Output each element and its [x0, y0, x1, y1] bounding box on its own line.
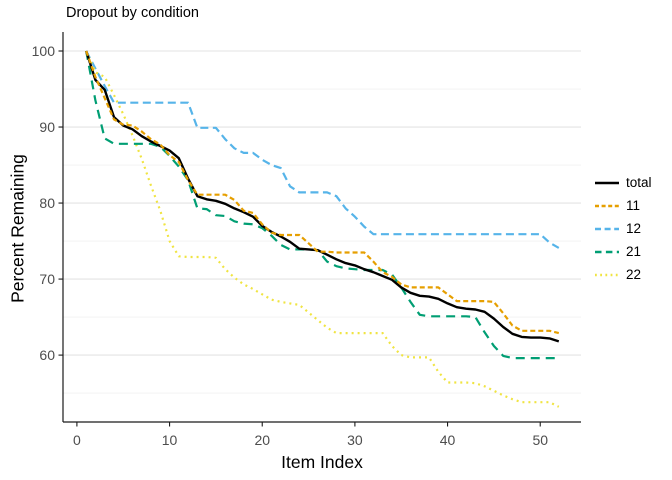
y-tick-label: 70: [39, 271, 55, 287]
series-line-22: [85, 50, 560, 408]
legend-item-21: 21: [594, 240, 652, 263]
x-axis-title: Item Index: [281, 452, 363, 472]
legend-item-12: 12: [594, 217, 652, 240]
x-tick-label: 10: [162, 432, 178, 448]
y-tick-label: 90: [39, 119, 55, 135]
legend-item-total: total: [594, 171, 652, 194]
chart-title: Dropout by condition: [66, 5, 199, 21]
y-tick-label: 60: [39, 347, 55, 363]
legend-item-22: 22: [594, 263, 652, 286]
x-tick-label: 30: [347, 432, 363, 448]
x-tick-label: 0: [73, 432, 81, 448]
legend-label: total: [626, 175, 652, 190]
y-tick-label: 80: [39, 195, 55, 211]
legend-key-line-21: [594, 245, 620, 259]
legend-label: 22: [626, 267, 642, 282]
legend-label: 11: [626, 198, 641, 213]
legend-label: 12: [626, 221, 642, 236]
legend-key-line-22: [594, 268, 620, 282]
legend-key-line-11: [594, 199, 620, 213]
series-line-total: [85, 50, 560, 343]
x-tick-label: 50: [532, 432, 548, 448]
y-axis-title: Percent Remaining: [7, 154, 28, 303]
legend-label: 21: [626, 244, 642, 259]
x-tick-label: 40: [440, 432, 456, 448]
legend-item-11: 11: [594, 194, 652, 217]
legend: total 11 12 21 22: [594, 171, 652, 286]
series-line-21: [85, 50, 559, 360]
legend-key-line-total: [594, 176, 620, 190]
series-line-12: [85, 50, 560, 249]
x-tick-label: 20: [254, 432, 270, 448]
y-tick-label: 100: [32, 43, 56, 59]
series-line-11: [85, 50, 560, 335]
legend-key-line-12: [594, 222, 620, 236]
